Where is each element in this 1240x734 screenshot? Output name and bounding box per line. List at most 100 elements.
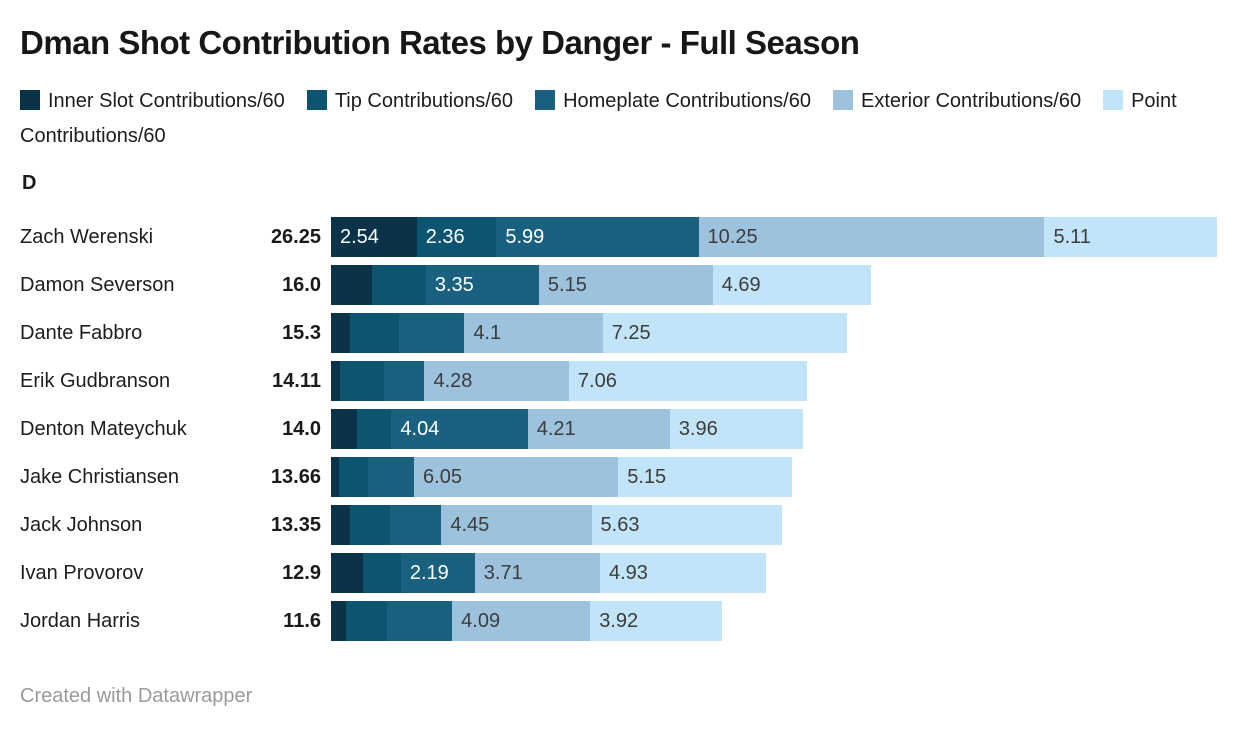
bar-segment-exterior: 10.25 <box>698 217 1045 257</box>
segment-value-label: 4.09 <box>461 609 501 632</box>
legend-label: Tip Contributions/60 <box>334 90 514 112</box>
bar-segment-inner_slot <box>331 313 350 353</box>
attribution-text: Created with Datawrapper <box>20 685 253 707</box>
segment-value-label: 3.92 <box>599 609 639 632</box>
segment-value-label: 5.15 <box>627 465 667 488</box>
player-name: Denton Mateychuk <box>20 417 187 440</box>
bar-segment-exterior: 4.09 <box>452 601 591 641</box>
row-total-value: 13.66 <box>270 465 321 488</box>
bar-segment-inner_slot <box>331 601 347 641</box>
bar-segment-point: 5.63 <box>591 505 782 545</box>
segment-value-label: 4.69 <box>721 273 761 296</box>
bar-segment-exterior: 3.71 <box>474 553 600 593</box>
table-row: Erik Gudbranson 14.11 4.28 7.06 <box>20 361 1220 401</box>
legend-item: Inner Slot Contributions/60 <box>20 90 285 112</box>
legend-label: Homeplate Contributions/60 <box>563 90 811 112</box>
bar-segment-tip <box>363 553 401 593</box>
segment-value-label: 4.45 <box>450 513 490 536</box>
bar-segment-point: 7.06 <box>568 361 808 401</box>
legend-label: Exterior Contributions/60 <box>860 90 1082 112</box>
legend-item: Exterior Contributions/60 <box>832 90 1082 112</box>
player-name: Jack Johnson <box>20 513 143 536</box>
bar-segment-homeplate <box>390 505 442 545</box>
row-total-value: 12.9 <box>282 561 321 584</box>
point-swatch-icon <box>1103 90 1124 110</box>
bar-segment-homeplate <box>368 457 415 497</box>
bar-segment-inner_slot <box>331 409 358 449</box>
segment-value-label: 7.25 <box>611 321 651 344</box>
segment-value-label: 5.63 <box>600 513 640 536</box>
legend-label: Point Contributions/60 <box>20 90 1177 147</box>
segment-value-label: 5.11 <box>1053 225 1091 248</box>
table-row: Damon Severson 16.0 3.35 5.15 4.69 <box>20 265 1220 305</box>
bar-segment-point: 5.11 <box>1044 217 1217 257</box>
bar-segment-exterior: 4.21 <box>527 409 670 449</box>
bar-segment-exterior: 4.28 <box>424 361 569 401</box>
bar-segment-tip <box>346 601 387 641</box>
bar-segment-tip <box>340 361 384 401</box>
bar-segment-inner_slot <box>331 457 340 497</box>
segment-value-label: 10.25 <box>707 225 758 248</box>
row-total-value: 14.11 <box>272 369 321 392</box>
table-row: Ivan Provorov 12.9 2.19 3.71 4.93 <box>20 553 1220 593</box>
player-name: Damon Severson <box>20 273 175 296</box>
stacked-bar-chart: Zach Werenski 26.25 2.54 2.36 5.99 10.25 5.11 D… <box>20 217 1220 641</box>
player-name: Jake Christiansen <box>20 465 179 488</box>
row-total-value: 13.35 <box>270 513 321 536</box>
row-total-value: 11.6 <box>283 609 321 632</box>
bar-segment-tip <box>349 313 399 353</box>
segment-value-label: 3.96 <box>678 417 718 440</box>
table-row: Zach Werenski 26.25 2.54 2.36 5.99 10.25 5.11 <box>20 217 1220 257</box>
table-row: Dante Fabbro 15.3 4.1 7.25 <box>20 313 1220 353</box>
group-label: D <box>22 172 37 194</box>
row-total-value: 15.3 <box>282 321 321 344</box>
bar-segment-tip <box>357 409 392 449</box>
player-name: Ivan Provorov <box>20 561 144 584</box>
bar-segment-point: 7.25 <box>602 313 848 353</box>
bar-track: 4.09 3.92 <box>331 601 1220 641</box>
segment-value-label: 4.93 <box>608 561 648 584</box>
inner_slot-swatch-icon <box>20 90 40 110</box>
segment-value-label: 4.04 <box>400 417 440 440</box>
segment-value-label: 4.21 <box>536 417 576 440</box>
bar-track: 2.54 2.36 5.99 10.25 5.11 <box>331 217 1220 257</box>
segment-value-label: 5.99 <box>505 225 545 248</box>
bar-segment-exterior: 4.45 <box>441 505 592 545</box>
segment-value-label: 2.36 <box>425 225 465 248</box>
bar-segment-inner_slot: 2.54 <box>331 217 417 257</box>
segment-value-label: 3.35 <box>434 273 474 296</box>
segment-value-label: 5.15 <box>547 273 587 296</box>
row-total-value: 14.0 <box>282 417 321 440</box>
bar-track: 4.28 7.06 <box>331 361 1220 401</box>
legend-item: Homeplate Contributions/60 <box>535 90 811 112</box>
segment-value-label: 7.06 <box>577 369 617 392</box>
bar-segment-inner_slot <box>331 553 364 593</box>
legend: Inner Slot Contributions/60 Tip Contribut… <box>20 84 1220 154</box>
player-name: Erik Gudbranson <box>20 369 171 392</box>
tip-swatch-icon <box>306 90 327 110</box>
row-total-value: 16.0 <box>282 273 321 296</box>
row-total-value: 26.25 <box>270 225 321 248</box>
bar-segment-point: 3.96 <box>669 409 804 449</box>
bar-segment-tip <box>371 265 426 305</box>
bar-segment-exterior: 4.1 <box>464 313 603 353</box>
legend-item: Tip Contributions/60 <box>306 90 514 112</box>
bar-segment-homeplate <box>383 361 425 401</box>
player-name: Jordan Harris <box>20 609 141 632</box>
segment-value-label: 4.28 <box>433 369 473 392</box>
bar-segment-homeplate: 2.19 <box>400 553 475 593</box>
legend-item: Point Contributions/60 <box>20 90 1177 147</box>
segment-value-label: 2.54 <box>340 225 379 248</box>
bar-segment-inner_slot <box>331 265 372 305</box>
bar-segment-homeplate <box>398 313 465 353</box>
bar-track: 4.45 5.63 <box>331 505 1220 545</box>
legend-label: Inner Slot Contributions/60 <box>48 90 285 112</box>
bar-track: 4.04 4.21 3.96 <box>331 409 1220 449</box>
chart-title: Dman Shot Contribution Rates by Danger -… <box>20 24 860 61</box>
bar-segment-point: 4.69 <box>712 265 871 305</box>
player-name: Dante Fabbro <box>20 321 143 344</box>
bar-segment-inner_slot <box>331 505 350 545</box>
chart-container: Dman Shot Contribution Rates by Danger -… <box>20 24 1220 707</box>
bar-segment-point: 3.92 <box>590 601 723 641</box>
table-row: Jake Christiansen 13.66 6.05 5.15 <box>20 457 1220 497</box>
